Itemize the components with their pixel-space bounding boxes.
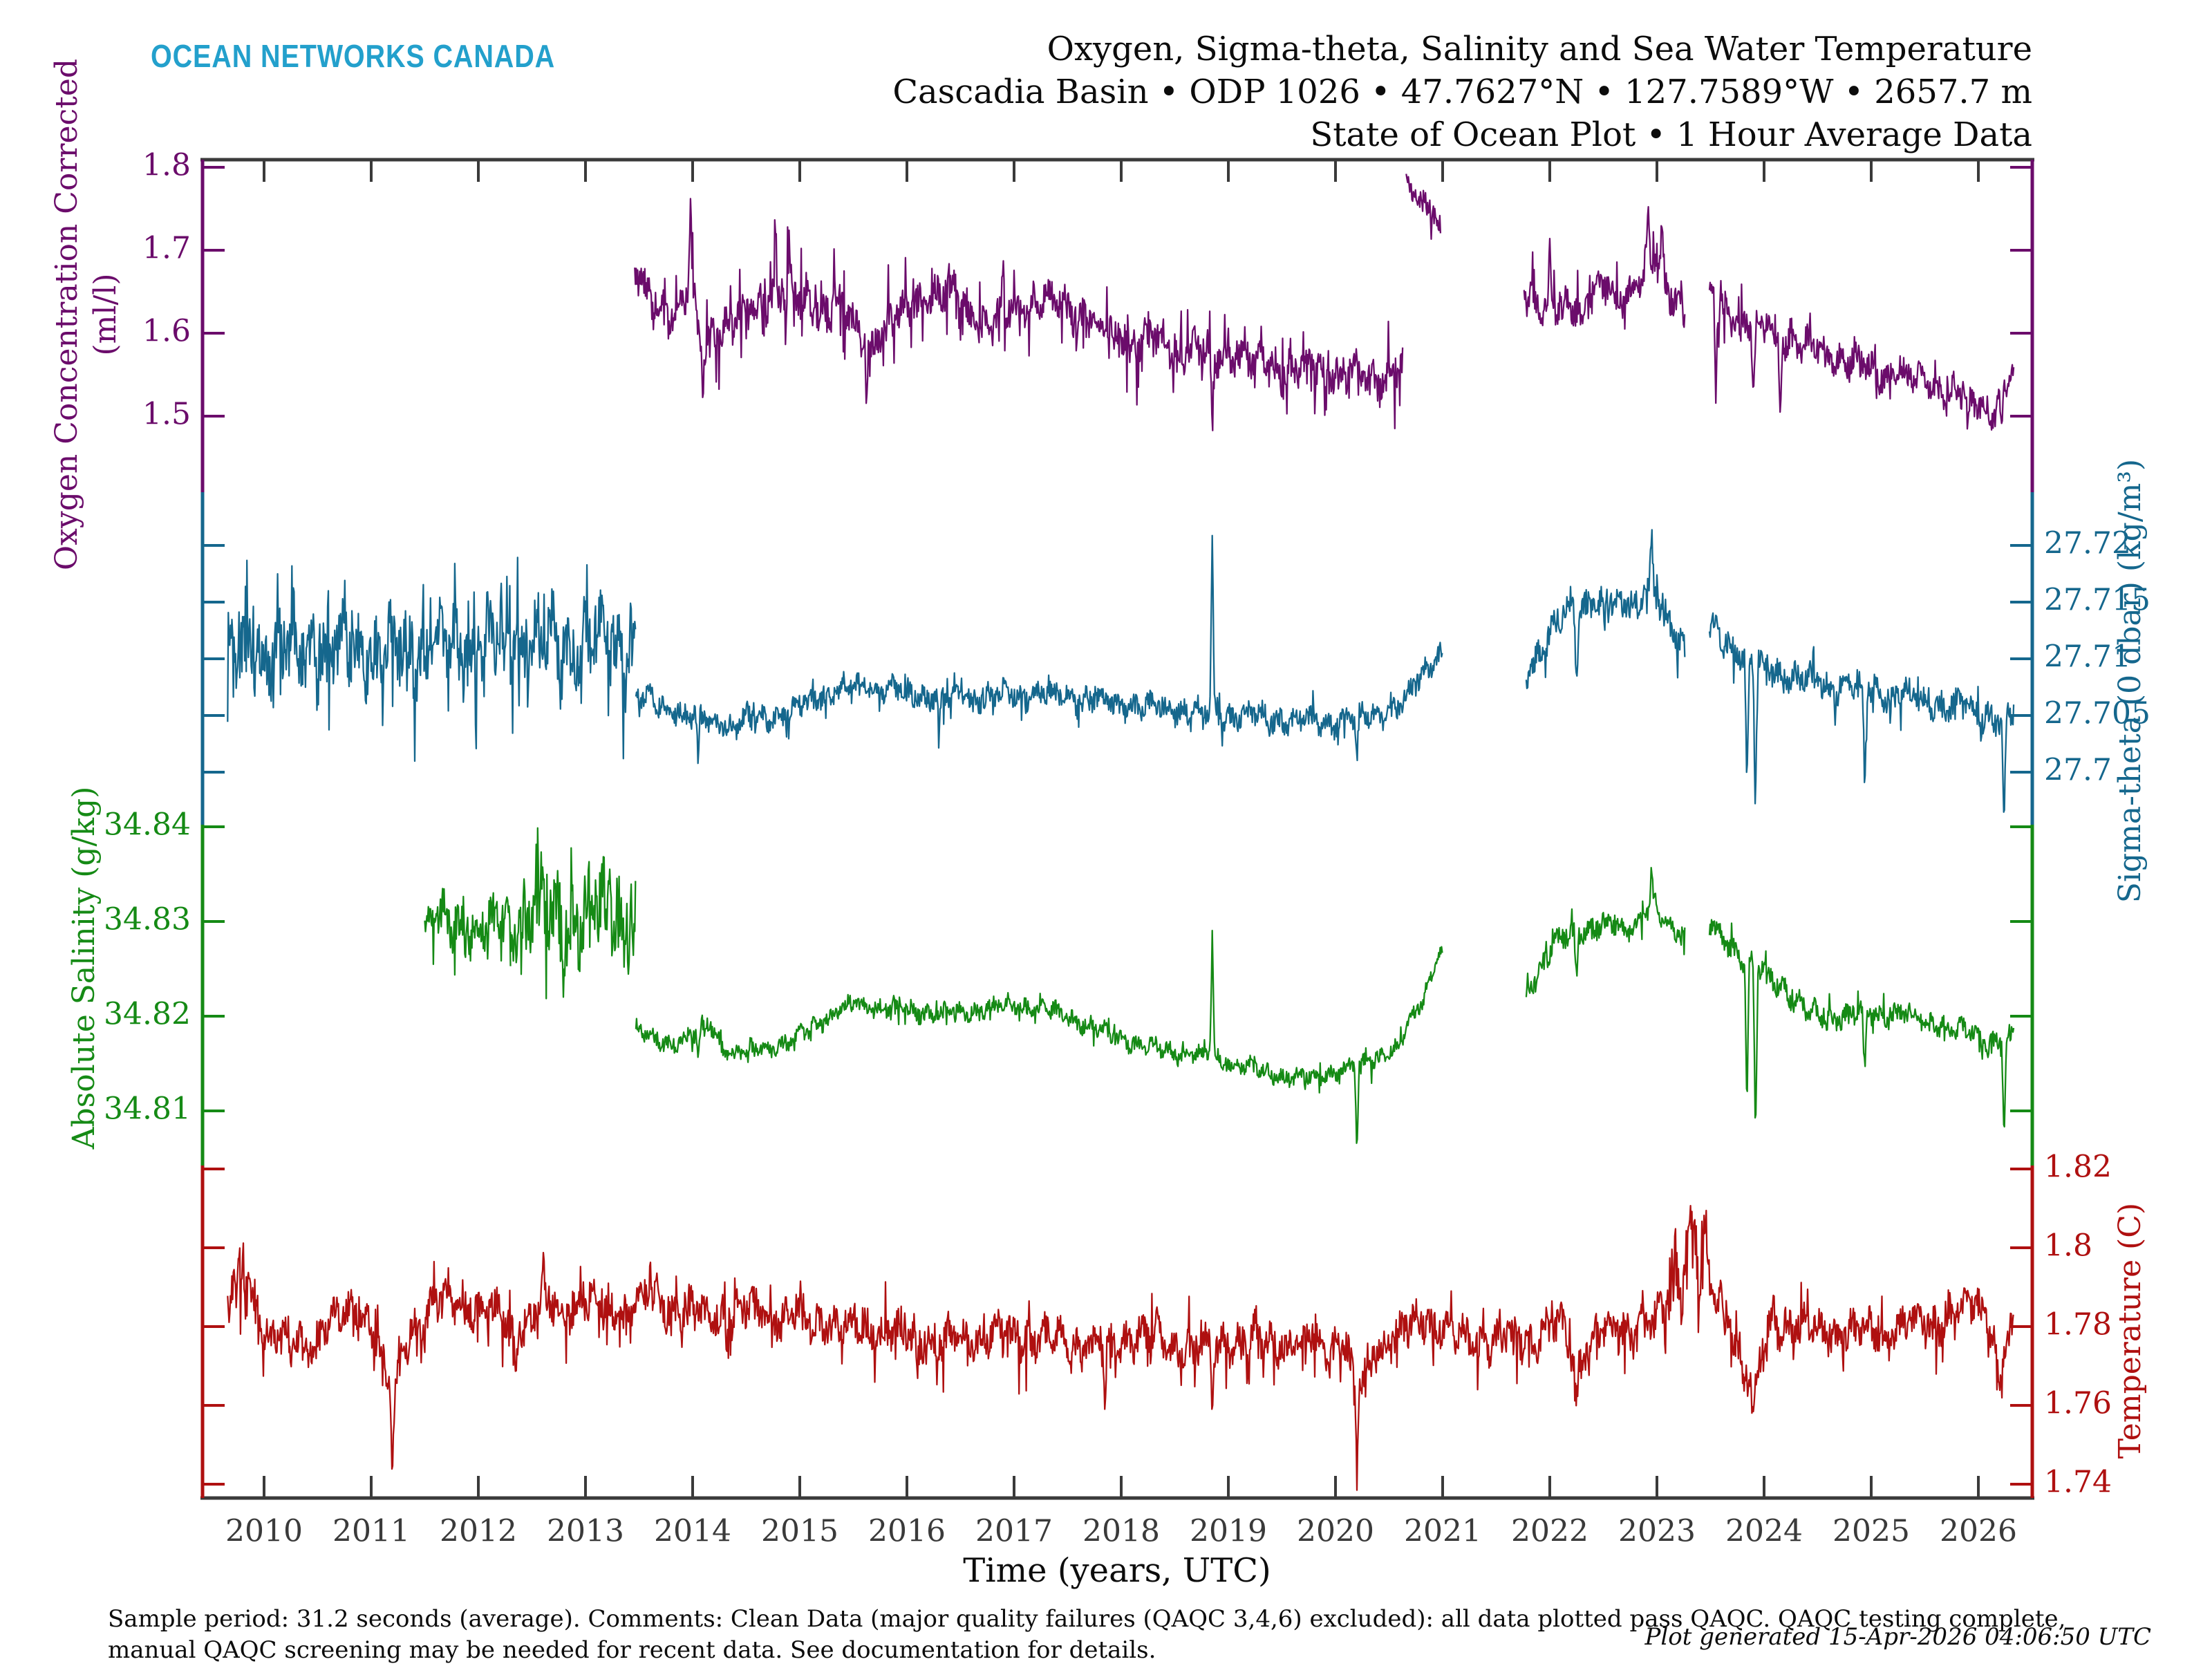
plot-title: Oxygen, Sigma-theta, Salinity and Sea Wa…: [892, 28, 2032, 156]
series-trace-salinity: [1708, 919, 2015, 1128]
y-tick-label: 27.715: [2044, 583, 2150, 618]
generated-timestamp: Plot generated 15-Apr-2026 04:06:50 UTC: [1644, 1623, 2151, 1651]
x-tick-label: 2026: [1940, 1514, 2017, 1549]
y-axis-title-temperature: Temperature (C): [2112, 1202, 2148, 1459]
y-tick-label: 1.78: [2044, 1307, 2112, 1342]
series-trace-salinity: [424, 888, 512, 976]
y-tick-label: 34.82: [104, 997, 191, 1032]
y-tick-label: 1.8: [142, 148, 191, 183]
y-tick-label: 1.5: [142, 397, 191, 432]
y-axis-title-salinity: Absolute Salinity (g/kg): [66, 786, 102, 1150]
y-tick-label: 1.82: [2044, 1150, 2112, 1185]
x-tick-label: 2012: [440, 1514, 517, 1549]
title-line-1: Oxygen, Sigma-theta, Salinity and Sea Wa…: [1047, 30, 2032, 68]
series-trace-sigma-theta: [227, 556, 637, 762]
series-trace-salinity: [1525, 867, 1686, 998]
y-tick-label: 34.84: [104, 807, 191, 843]
x-tick-label: 2022: [1511, 1514, 1588, 1549]
series-trace-sigma-theta: [635, 534, 1443, 765]
y-tick-label: 34.81: [104, 1092, 191, 1127]
series-trace-sigma-theta: [1525, 529, 1686, 689]
x-tick-label: 2015: [761, 1514, 838, 1549]
x-tick-label: 2017: [975, 1514, 1053, 1549]
y-axis-title-sigma-theta: Sigma-theta (0 dbar) (kg/m³): [2112, 458, 2148, 904]
y-tick-label: 34.83: [104, 902, 191, 937]
y-tick-label: 27.705: [2044, 696, 2150, 731]
series-trace-oxygen: [1523, 206, 1686, 330]
y-tick-label: 1.76: [2044, 1386, 2112, 1421]
x-tick-label: 2021: [1404, 1514, 1481, 1549]
footer-line-1: Sample period: 31.2 seconds (average). C…: [108, 1605, 2066, 1633]
y-axis-title-oxygen-line1: Oxygen Concentration Corrected: [49, 58, 84, 571]
title-line-3: State of Ocean Plot • 1 Hour Average Dat…: [1310, 115, 2032, 154]
x-tick-label: 2025: [1833, 1514, 1910, 1549]
y-tick-label: 27.72: [2044, 526, 2131, 561]
title-line-2: Cascadia Basin • ODP 1026 • 47.7627°N • …: [892, 73, 2032, 111]
series-trace-oxygen: [634, 198, 1404, 431]
series-trace-salinity: [635, 930, 1443, 1144]
x-tick-label: 2023: [1618, 1514, 1696, 1549]
y-tick-label: 1.7: [142, 231, 191, 266]
onc-logo: OCEAN NETWORKS CANADA: [151, 38, 556, 74]
y-tick-label: 1.6: [142, 314, 191, 349]
y-axis-title-oxygen: Oxygen Concentration Corrected (ml/l): [48, 59, 125, 570]
y-tick-label: 1.8: [2044, 1228, 2092, 1264]
series-trace-sigma-theta: [1708, 612, 2015, 813]
y-tick-label: 1.74: [2044, 1465, 2112, 1500]
series-trace-salinity: [509, 827, 637, 1000]
x-tick-label: 2020: [1297, 1514, 1374, 1549]
y-axis-title-oxygen-line2: (ml/l): [88, 273, 123, 356]
series-trace-temperature: [227, 1205, 2014, 1491]
x-tick-label: 2010: [225, 1514, 303, 1549]
x-tick-label: 2014: [654, 1514, 731, 1549]
x-tick-label: 2018: [1082, 1514, 1160, 1549]
x-tick-label: 2013: [547, 1514, 624, 1549]
x-tick-label: 2024: [1725, 1514, 1803, 1549]
y-tick-label: 27.71: [2044, 639, 2131, 675]
x-axis-title: Time (years, UTC): [963, 1551, 1271, 1590]
x-tick-label: 2019: [1190, 1514, 1267, 1549]
x-tick-label: 2011: [332, 1514, 410, 1549]
x-tick-label: 2016: [868, 1514, 946, 1549]
series-trace-oxygen: [1708, 279, 2015, 431]
y-tick-label: 27.7: [2044, 753, 2112, 788]
series-trace-oxygen: [1405, 174, 1442, 240]
